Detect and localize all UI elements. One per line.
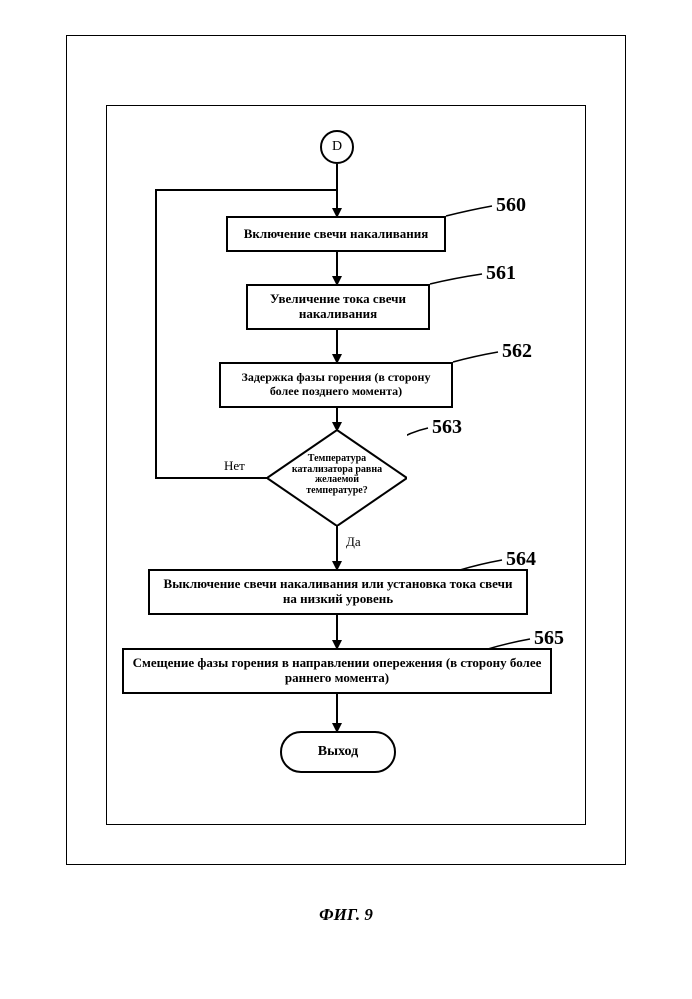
start-label: D [332,139,342,155]
box-560-text: Включение свечи накаливания [244,227,429,242]
ref-565: 565 [534,627,564,650]
decision-563-text: Температура катализатора равна желаемой … [267,454,407,496]
box-560: Включение свечи накаливания [226,216,446,252]
ref-564: 564 [506,548,536,571]
box-565-text: Смещение фазы горения в направлении опер… [130,656,544,686]
exit-label: Выход [318,744,358,760]
box-562: Задержка фазы горения (в сторону более п… [219,362,453,408]
figure-caption: ФИГ. 9 [0,905,692,925]
decision-yes-label: Да [346,534,361,550]
box-564: Выключение свечи накаливания или установ… [148,569,528,615]
decision-no-label: Нет [224,458,245,474]
ref-562: 562 [502,340,532,363]
decision-563: Температура катализатора равна желаемой … [267,430,407,526]
box-562-text: Задержка фазы горения (в сторону более п… [227,371,445,399]
ref-561: 561 [486,262,516,285]
box-561: Увеличение тока свечи накаливания [246,284,430,330]
ref-560: 560 [496,194,526,217]
start-connector: D [320,130,354,164]
box-561-text: Увеличение тока свечи накаливания [254,292,422,322]
box-565: Смещение фазы горения в направлении опер… [122,648,552,694]
exit-terminator: Выход [280,731,396,773]
box-564-text: Выключение свечи накаливания или установ… [156,577,520,607]
figure-caption-text: ФИГ. 9 [319,905,373,924]
ref-563: 563 [432,416,462,439]
